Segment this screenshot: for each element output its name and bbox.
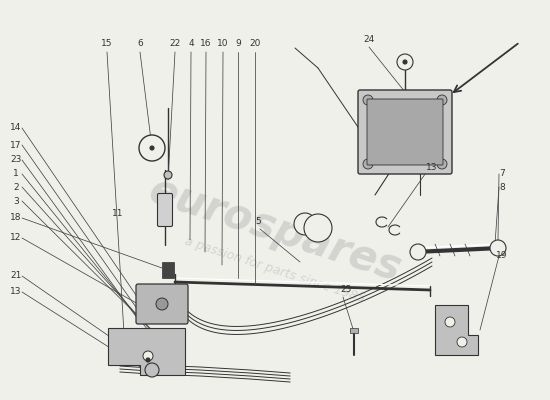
Polygon shape <box>435 305 478 355</box>
Text: a passion for parts since 1985: a passion for parts since 1985 <box>183 235 367 305</box>
Circle shape <box>437 159 447 169</box>
Circle shape <box>403 60 407 64</box>
Polygon shape <box>108 328 185 375</box>
Bar <box>162 262 174 278</box>
Circle shape <box>145 363 159 377</box>
Text: 14: 14 <box>10 124 21 132</box>
FancyBboxPatch shape <box>136 284 188 324</box>
Circle shape <box>304 214 332 242</box>
Circle shape <box>437 95 447 105</box>
Text: 18: 18 <box>10 214 22 222</box>
Circle shape <box>445 317 455 327</box>
Text: 13: 13 <box>10 288 22 296</box>
Text: 1: 1 <box>13 170 19 178</box>
Text: 20: 20 <box>249 40 261 48</box>
Circle shape <box>294 213 316 235</box>
Text: 15: 15 <box>101 40 113 48</box>
Circle shape <box>156 298 168 310</box>
Circle shape <box>139 135 165 161</box>
Circle shape <box>146 358 150 362</box>
Text: 17: 17 <box>10 140 22 150</box>
Text: 9: 9 <box>235 40 241 48</box>
Text: 22: 22 <box>169 40 180 48</box>
Circle shape <box>457 337 467 347</box>
Text: 16: 16 <box>200 40 212 48</box>
Text: 23: 23 <box>10 156 21 164</box>
Text: 4: 4 <box>188 40 194 48</box>
Text: 8: 8 <box>499 182 505 192</box>
Text: 11: 11 <box>112 208 124 218</box>
Text: 25: 25 <box>340 286 351 294</box>
Text: 2: 2 <box>13 182 19 192</box>
Text: 5: 5 <box>255 216 261 226</box>
Text: 19: 19 <box>496 252 508 260</box>
Text: 6: 6 <box>137 40 143 48</box>
Circle shape <box>363 95 373 105</box>
Circle shape <box>363 159 373 169</box>
Text: eurospares: eurospares <box>144 169 406 291</box>
Circle shape <box>164 171 172 179</box>
Text: 24: 24 <box>364 36 375 44</box>
Circle shape <box>410 244 426 260</box>
Text: 7: 7 <box>499 170 505 178</box>
FancyBboxPatch shape <box>358 90 452 174</box>
FancyBboxPatch shape <box>157 194 173 226</box>
Text: 10: 10 <box>217 40 229 48</box>
Text: 12: 12 <box>10 234 21 242</box>
Circle shape <box>397 54 413 70</box>
Text: 3: 3 <box>13 196 19 206</box>
Circle shape <box>143 351 153 361</box>
Circle shape <box>490 240 506 256</box>
Bar <box>350 328 358 333</box>
FancyBboxPatch shape <box>367 99 443 165</box>
Text: 21: 21 <box>10 272 21 280</box>
Text: 13: 13 <box>426 162 438 172</box>
Circle shape <box>150 146 154 150</box>
